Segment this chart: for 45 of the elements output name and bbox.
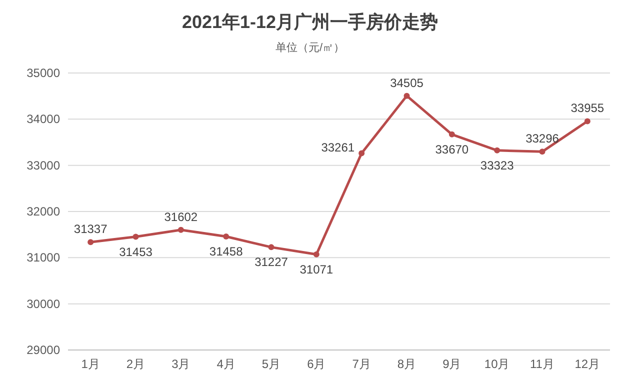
point xyxy=(448,131,455,138)
data-label: 33323 xyxy=(480,158,514,172)
x-tick-label: 7月 xyxy=(352,357,371,371)
point xyxy=(132,234,139,240)
data-label: 31453 xyxy=(119,244,153,259)
x-tick-label: 6月 xyxy=(307,357,326,371)
data-label: 33261 xyxy=(321,140,355,154)
x-tick-label: 9月 xyxy=(442,357,462,371)
x-tick-label: 8月 xyxy=(397,357,416,371)
data-label: 31337 xyxy=(74,222,108,236)
x-tick-label: 3月 xyxy=(172,357,190,371)
data-label: 31227 xyxy=(254,255,288,270)
y-tick-label: 32000 xyxy=(26,204,60,218)
point xyxy=(404,92,410,99)
point xyxy=(88,239,94,246)
chart-subtitle: 单位（元/㎡） xyxy=(275,41,345,54)
data-label: 31602 xyxy=(164,210,198,224)
point xyxy=(539,148,546,155)
point xyxy=(223,234,230,240)
point xyxy=(268,244,274,250)
x-tick-label: 5月 xyxy=(262,357,281,371)
point xyxy=(313,251,320,258)
x-tick-label: 1月 xyxy=(81,357,100,371)
chart-title: 2021年1-12月广州一手房价走势 xyxy=(182,12,438,32)
y-tick-label: 31000 xyxy=(26,250,60,265)
y-tick-label: 30000 xyxy=(26,296,60,311)
point xyxy=(358,150,365,156)
data-label: 31458 xyxy=(209,244,244,259)
point xyxy=(494,147,500,154)
x-tick-label: 4月 xyxy=(216,357,236,371)
x-tick-label: 2月 xyxy=(126,357,146,371)
y-tick-label: 33000 xyxy=(26,158,60,172)
point xyxy=(178,226,184,233)
y-tick-label: 34000 xyxy=(26,112,60,126)
point xyxy=(584,118,590,124)
x-tick-label: 11月 xyxy=(530,357,554,371)
x-tick-label: 12月 xyxy=(574,357,600,371)
data-label: 34505 xyxy=(390,76,424,90)
data-label: 31071 xyxy=(300,262,334,276)
data-label: 33296 xyxy=(526,132,560,146)
y-tick-label: 29000 xyxy=(26,343,60,357)
data-label: 33670 xyxy=(435,142,469,156)
x-tick-label: 10月 xyxy=(484,357,510,371)
data-label: 33955 xyxy=(570,101,604,116)
y-tick-label: 35000 xyxy=(26,66,60,80)
